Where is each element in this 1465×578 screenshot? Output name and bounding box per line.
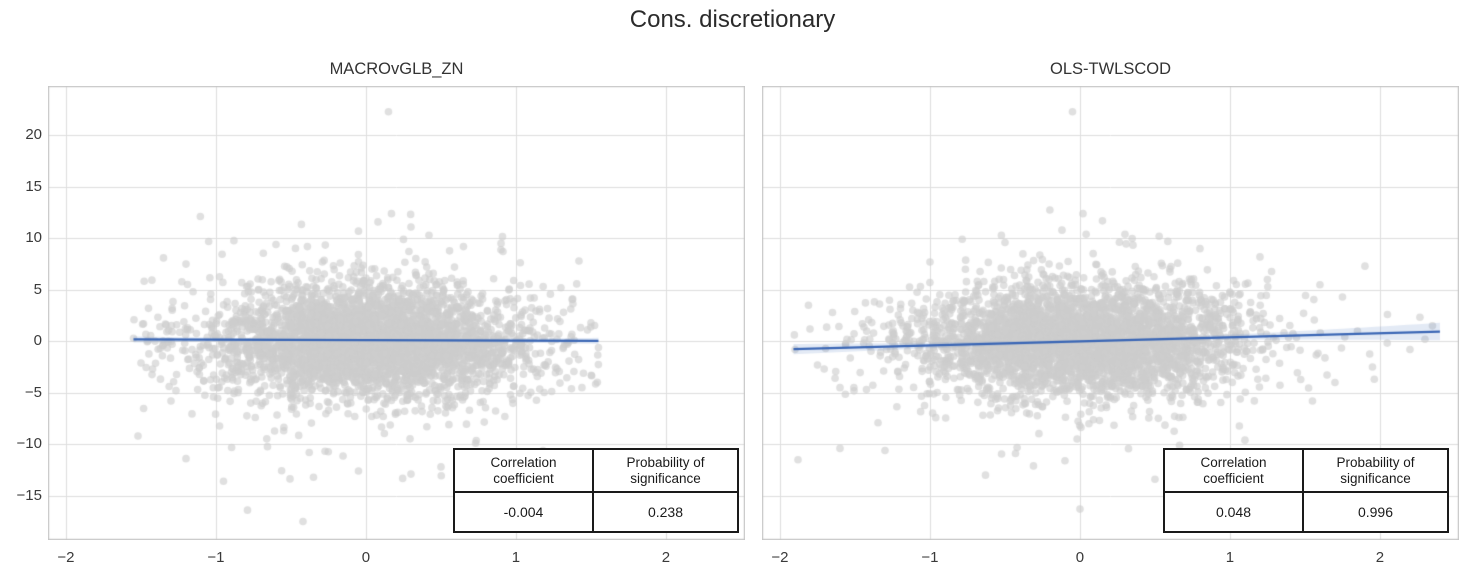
x-tick-label: 1 [1225,549,1235,566]
x-tick-label: 2 [1375,549,1385,566]
stats-value-significance-left: 0.238 [647,504,684,520]
x-tick-label: 0 [1075,549,1085,566]
x-tick-label: −2 [771,549,789,566]
x-tick-label: −2 [57,549,75,566]
stats-value-significance-right: 0.996 [1357,504,1394,520]
x-tick-label: 1 [511,549,521,566]
subplot-title-right: OLS-TWLSCOD [1049,60,1171,78]
y-tick-label: 0 [33,332,42,350]
y-tick-label: 15 [25,177,42,195]
y-tick-label: −15 [16,486,42,504]
stats-header-significance-right: Probability of significance [1304,450,1447,493]
stats-value-correlation-left: -0.004 [455,493,594,531]
y-tick-label: −5 [24,383,42,401]
stats-value-correlation-right: 0.048 [1165,493,1304,531]
y-tick-label: 5 [33,280,42,298]
x-tick-label: −1 [207,549,225,566]
y-tick-label: 20 [25,126,42,144]
stats-header-correlation-left: Correlation coefficient [455,450,594,493]
stats-header-correlation-right: Correlation coefficient [1165,450,1304,493]
y-tick-label: 10 [25,229,42,247]
stats-header-significance-left: Probability of significance [594,450,737,493]
figure-title: Cons. discretionary [629,6,836,33]
stats-table-left: Correlation coefficient Probability of s… [453,448,739,533]
y-tick-label: −10 [16,435,42,453]
x-tick-label: 0 [361,549,371,566]
x-tick-label: −1 [921,549,939,566]
subplot-title-left: MACROvGLB_ZN [329,60,464,78]
x-tick-label: 2 [661,549,671,566]
stats-table-right: Correlation coefficient Probability of s… [1163,448,1449,533]
